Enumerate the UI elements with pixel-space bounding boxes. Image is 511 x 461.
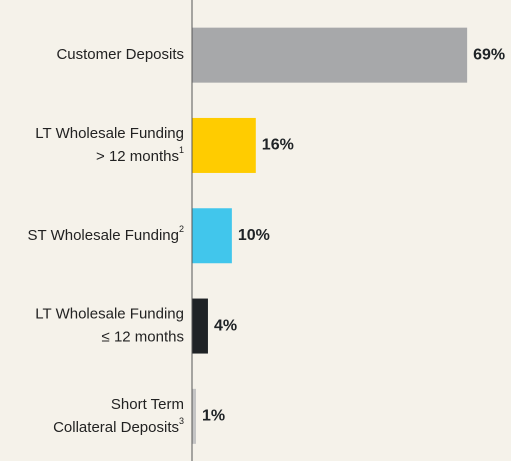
category-label: Short Term (111, 396, 184, 413)
footnote-mark: 3 (179, 416, 184, 426)
category-line: > 12 months (96, 148, 179, 165)
category-label: Customer Deposits (56, 46, 184, 63)
bar (192, 27, 468, 83)
footnote-mark: 1 (179, 145, 184, 155)
category-label: ST Wholesale Funding2 (28, 224, 185, 244)
category-line: LT Wholesale Funding (35, 125, 184, 142)
bar (192, 388, 196, 444)
footnote-mark: 2 (179, 224, 184, 234)
category-line: Short Term (111, 396, 184, 413)
category-line: Collateral Deposits (53, 419, 179, 436)
bar (192, 298, 208, 354)
category-line: ≤ 12 months (102, 329, 184, 346)
value-label: 4% (214, 317, 237, 334)
category-line: LT Wholesale Funding (35, 306, 184, 323)
category-line: ST Wholesale Funding (28, 227, 179, 244)
value-label: 16% (262, 137, 294, 154)
bar (192, 208, 232, 264)
value-label: 10% (238, 227, 270, 244)
category-label: > 12 months1 (96, 145, 184, 165)
value-label: 1% (202, 408, 225, 425)
value-label: 69% (473, 46, 505, 63)
bar (192, 117, 256, 173)
category-label: LT Wholesale Funding (35, 306, 184, 323)
category-label: Collateral Deposits3 (53, 416, 184, 436)
category-line: Customer Deposits (56, 46, 184, 63)
category-label: ≤ 12 months (102, 329, 184, 346)
category-label: LT Wholesale Funding (35, 125, 184, 142)
